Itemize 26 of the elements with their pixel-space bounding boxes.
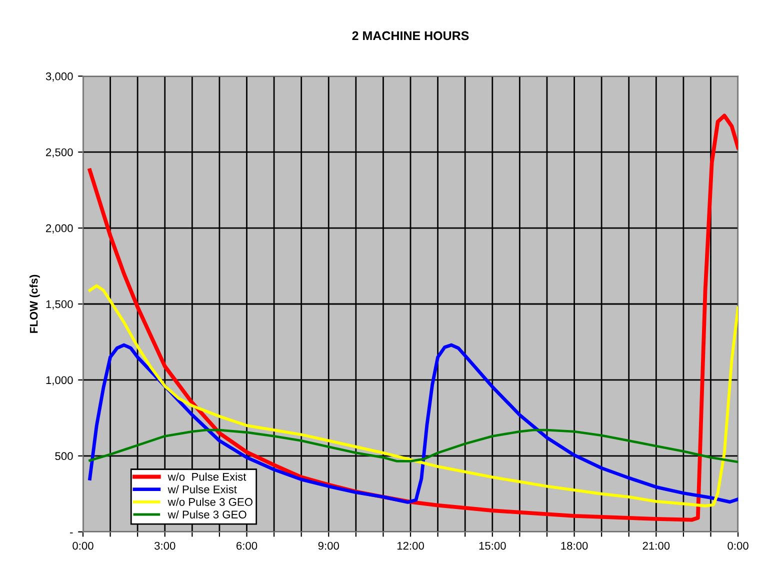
legend-label: w/o Pulse Exist (168, 472, 246, 481)
line-series (88, 114, 738, 522)
line-series (88, 428, 738, 464)
y-tick-label: 1,500 (46, 300, 73, 310)
y-axis-title: FLOW (cfs) (30, 274, 40, 333)
x-tick-label: 0:00 (72, 542, 94, 550)
y-tick-label: 1,000 (46, 376, 73, 386)
x-tick-label: 12:00 (397, 542, 424, 550)
line-series (88, 284, 738, 508)
line-series (88, 343, 738, 504)
x-tick-label: 21:00 (642, 542, 670, 550)
x-tick-label: 3:00 (154, 542, 176, 550)
y-tick-label: - (70, 532, 73, 534)
chart-title: 2 MACHINE HOURS (352, 31, 469, 40)
y-tick-label: 2,000 (46, 224, 73, 234)
x-tick-label: 0:00 (728, 542, 748, 550)
x-tick-label: 9:00 (318, 542, 340, 550)
x-tick-label: 15:00 (479, 542, 506, 550)
y-tick-label: 3,000 (46, 72, 73, 82)
x-tick-label: 18:00 (561, 542, 588, 550)
x-tick-label: 6:00 (236, 542, 258, 550)
legend-label: w/ Pulse 3 GEO (168, 510, 246, 518)
legend-label: w/o Pulse 3 GEO (168, 498, 252, 506)
y-tick-label: 2,500 (46, 148, 73, 158)
y-tick-label: 500 (55, 452, 73, 460)
legend-label: w/ Pulse Exist (168, 485, 237, 494)
